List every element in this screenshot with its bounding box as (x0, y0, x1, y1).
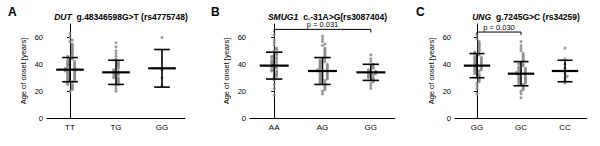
svg-text:GG: GG (471, 123, 483, 132)
svg-text:GG: GG (365, 123, 377, 132)
svg-text:60: 60 (238, 33, 246, 42)
svg-text:Age of onset [years]: Age of onset [years] (19, 38, 28, 105)
svg-text:60: 60 (443, 33, 451, 42)
svg-text:0: 0 (242, 114, 246, 123)
svg-text:GC: GC (515, 123, 527, 132)
svg-text:UNG: UNG (472, 12, 491, 22)
svg-text:DUT: DUT (54, 12, 72, 22)
svg-text:TT: TT (65, 123, 75, 132)
svg-text:AA: AA (269, 123, 280, 132)
svg-text:g.48346598G>T (rs4775748): g.48346598G>T (rs4775748) (77, 12, 188, 22)
svg-text:Age of onset [years]: Age of onset [years] (222, 38, 231, 105)
svg-text:GG: GG (156, 123, 168, 132)
svg-text:C: C (416, 5, 425, 19)
svg-text:p = 0.030: p = 0.030 (483, 23, 515, 32)
svg-text:20: 20 (443, 87, 451, 96)
svg-text:0: 0 (39, 114, 43, 123)
svg-text:40: 40 (35, 60, 43, 69)
svg-text:p = 0.031: p = 0.031 (306, 19, 339, 29)
svg-text:CC: CC (559, 123, 571, 132)
svg-text:60: 60 (35, 33, 43, 42)
svg-text:A: A (8, 5, 17, 19)
svg-text:Age of onset [years]: Age of onset [years] (427, 38, 436, 105)
svg-text:40: 40 (238, 60, 246, 69)
svg-text:g.7245G>C (rs34259): g.7245G>C (rs34259) (496, 12, 580, 22)
svg-text:TG: TG (110, 123, 121, 132)
svg-text:B: B (211, 5, 220, 19)
svg-text:c.-31A>G(rs3087404): c.-31A>G(rs3087404) (303, 12, 387, 22)
svg-text:20: 20 (35, 87, 43, 96)
svg-text:40: 40 (443, 60, 451, 69)
svg-text:0: 0 (447, 114, 451, 123)
svg-text:20: 20 (238, 87, 246, 96)
svg-text:AG: AG (317, 123, 329, 132)
svg-text:SMUG1: SMUG1 (268, 12, 299, 22)
